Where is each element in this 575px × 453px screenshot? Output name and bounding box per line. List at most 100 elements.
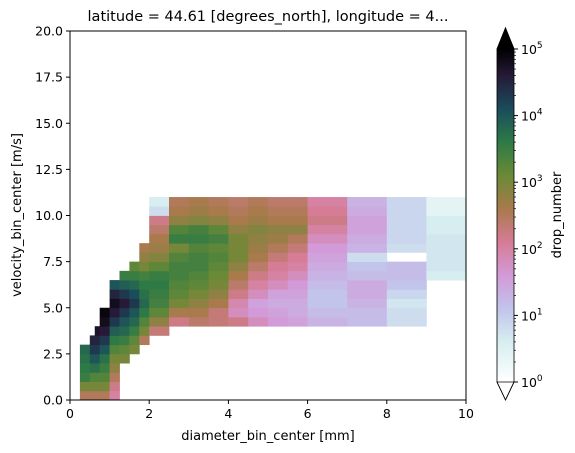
colorbar-tick-label: 102 [521,241,543,257]
colorbar-tick-label: 105 [521,41,543,57]
heatmap-cell [169,197,190,207]
heatmap-cell [426,261,467,272]
heatmap-cell [169,243,190,253]
heatmap-cell [79,363,91,373]
heatmap-cell [287,280,308,290]
y-axis-label: velocity_bin_center [m/s] [10,133,25,297]
heatmap-cell [347,307,388,318]
heatmap-cell [109,280,120,290]
heatmap-cell [89,353,101,364]
heatmap-cell [287,197,308,207]
heatmap-cell [109,289,120,299]
heatmap-cell [99,335,110,346]
y-tick-label: 20.0 [35,24,63,39]
colorbar-extend-max [496,26,515,50]
y-tick-label: 2.5 [43,346,63,361]
heatmap-cell [99,353,110,364]
heatmap-cell [248,261,269,272]
heatmap-cell [188,261,209,272]
heatmap-cell [248,252,269,263]
heatmap-cell [248,280,269,290]
heatmap-cell [89,390,101,401]
heatmap-cell [248,270,269,281]
colorbar: 100 101 102 103 104 105 drop_number [496,26,565,401]
heatmap-cell [287,316,308,327]
heatmap-cell [386,289,427,299]
heatmap-cell [228,243,249,253]
heatmap-cell [149,289,170,299]
heatmap-cell [287,261,308,272]
heatmap-cell [347,270,388,281]
x-tick-label: 10 [458,406,474,421]
heatmap-cell [139,252,150,263]
heatmap-cell [119,270,130,281]
heatmap-cell [248,224,269,235]
heatmap-cell [307,252,348,263]
heatmap-cell [228,261,249,272]
heatmap-cell [228,316,249,327]
heatmap-cell [188,233,209,244]
y-tick-label: 7.5 [43,254,63,269]
heatmap-cell [109,298,120,309]
heatmap-cell [268,215,289,226]
heatmap-cell [426,215,467,226]
heatmap-cell [386,215,427,226]
heatmap-cell [188,252,209,263]
heatmap-cell [248,215,269,226]
heatmap-cell [149,280,170,290]
heatmap-cell [129,307,140,318]
heatmap-cell [169,252,190,263]
heatmap-cell [307,316,348,327]
heatmap-cell [268,252,289,263]
heatmap-cell [268,243,289,253]
heatmap-cell [386,197,427,207]
heatmap-cell [139,335,150,346]
heatmap-cell [268,298,289,309]
heatmap-cell [119,326,130,336]
heatmap-cell [169,298,190,309]
heatmap-cell [99,326,110,336]
heatmap-cell [426,270,467,281]
heatmap-cell [307,206,348,216]
heatmap-cell [268,197,289,207]
y-tick-label: 10.0 [35,208,63,223]
heatmap-cell [228,307,249,318]
heatmap-cell [109,326,120,336]
heatmap-cell [139,270,150,281]
heatmap-cell [79,381,91,392]
heatmap-cell [248,298,269,309]
heatmap-cell [268,206,289,216]
heatmap-cell [149,326,170,336]
heatmap-cell [268,233,289,244]
heatmap-cell [188,307,209,318]
heatmap-cell [149,215,170,226]
heatmap-cell [129,270,140,281]
heatmap-cell [228,298,249,309]
heatmap-cell [268,316,289,327]
heatmap-cell [169,289,190,299]
heatmap-cell [149,233,170,244]
heatmap-cell [119,280,130,290]
heatmap-cell [109,335,120,346]
colorbar-tick-label: 100 [521,374,543,390]
heatmap-cell [347,206,388,216]
y-axis: 0.0 2.5 5.0 7.5 10.0 12.5 15.0 17.5 20.0 [35,24,70,408]
heatmap-cell [139,261,150,272]
heatmap-cell [89,344,101,355]
heatmap-cell [386,307,427,318]
heatmap-cell [347,280,388,290]
y-tick-label: 12.5 [35,162,63,177]
heatmap-cell [208,252,229,263]
heatmap-cell [149,307,170,318]
heatmap-cell [307,307,348,318]
heatmap-cell [188,197,209,207]
heatmap-cell [149,316,170,327]
heatmap-cell [248,316,269,327]
heatmap-cell [99,363,110,373]
heatmap-cell [386,243,427,253]
heatmap-cell [347,316,388,327]
heatmap-cell [119,298,130,309]
heatmap-cell [89,372,101,382]
heatmap-cell [188,243,209,253]
heatmap-cell [287,289,308,299]
